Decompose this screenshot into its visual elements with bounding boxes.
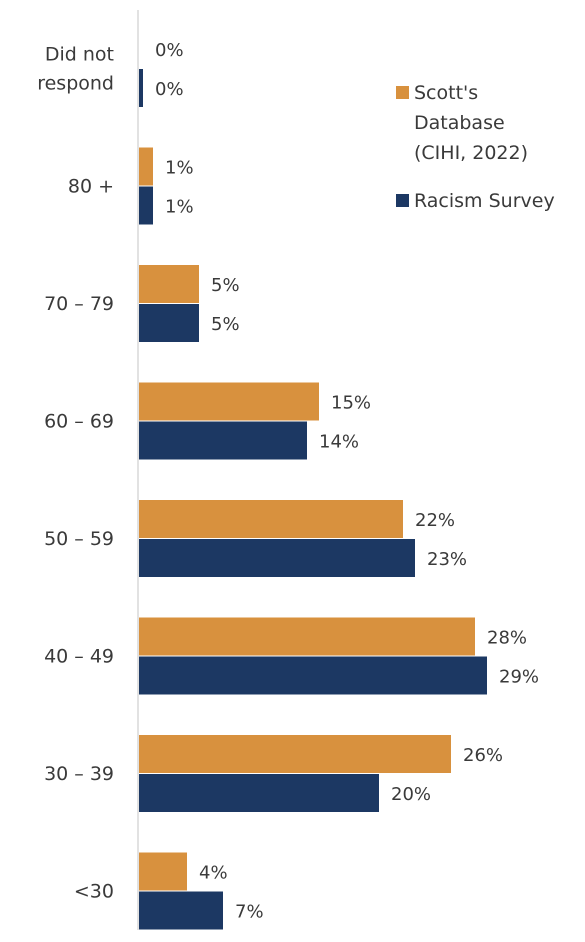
bar-racism-survey: [139, 421, 307, 460]
legend-item-scotts-database: Scott's Database (CIHI, 2022): [396, 78, 585, 168]
legend: Scott's Database (CIHI, 2022) Racism Sur…: [396, 78, 585, 216]
bar-racism-survey: [139, 539, 415, 577]
bar-racism-survey: [139, 186, 153, 225]
legend-swatch-racism-survey: [396, 194, 409, 207]
bar-scotts-database: [139, 382, 319, 421]
data-label: 7%: [235, 902, 264, 923]
bar-racism-survey: [139, 69, 143, 107]
data-label: 15%: [331, 393, 371, 414]
bar-scotts-database: [139, 617, 475, 656]
data-label: 1%: [165, 158, 194, 179]
data-label: 5%: [211, 314, 240, 335]
data-label: 23%: [427, 549, 467, 570]
legend-swatch-scotts-database: [396, 86, 409, 99]
data-label: 0%: [155, 79, 184, 100]
bar-scotts-database: [139, 735, 451, 773]
bars-group: [139, 69, 487, 930]
data-label: 14%: [319, 432, 359, 453]
labels-group: Did not respond 0% 0% 80 + 1% 1% 70 – 79 5% 5% 60 …: [37, 40, 539, 923]
bar-racism-survey: [139, 774, 379, 812]
data-label: 5%: [211, 275, 240, 296]
category-label: <30: [74, 881, 114, 903]
bar-racism-survey: [139, 656, 487, 695]
legend-label-scotts-database: Scott's Database (CIHI, 2022): [414, 82, 529, 164]
data-label: 29%: [499, 667, 539, 688]
data-label: 20%: [391, 784, 431, 805]
data-label: 4%: [199, 863, 228, 884]
legend-label-racism-survey: Racism Survey: [414, 190, 555, 212]
bar-racism-survey: [139, 891, 223, 930]
legend-item-racism-survey: Racism Survey: [396, 186, 585, 216]
category-label: 60 – 69: [44, 411, 114, 433]
category-label: 40 – 49: [44, 646, 114, 668]
data-label: 0%: [155, 40, 184, 61]
bar-racism-survey: [139, 304, 199, 342]
bar-scotts-database: [139, 265, 199, 303]
category-label: Did not: [45, 44, 114, 66]
data-label: 1%: [165, 197, 194, 218]
bar-scotts-database: [139, 147, 153, 186]
category-label: respond: [37, 73, 114, 95]
bar-scotts-database: [139, 852, 187, 891]
category-label: 80 +: [68, 176, 114, 198]
data-label: 28%: [487, 628, 527, 649]
data-label: 22%: [415, 510, 455, 531]
category-label: 50 – 59: [44, 528, 114, 550]
bar-scotts-database: [139, 500, 403, 538]
category-label: 70 – 79: [44, 293, 114, 315]
data-label: 26%: [463, 745, 503, 766]
category-label: 30 – 39: [44, 763, 114, 785]
